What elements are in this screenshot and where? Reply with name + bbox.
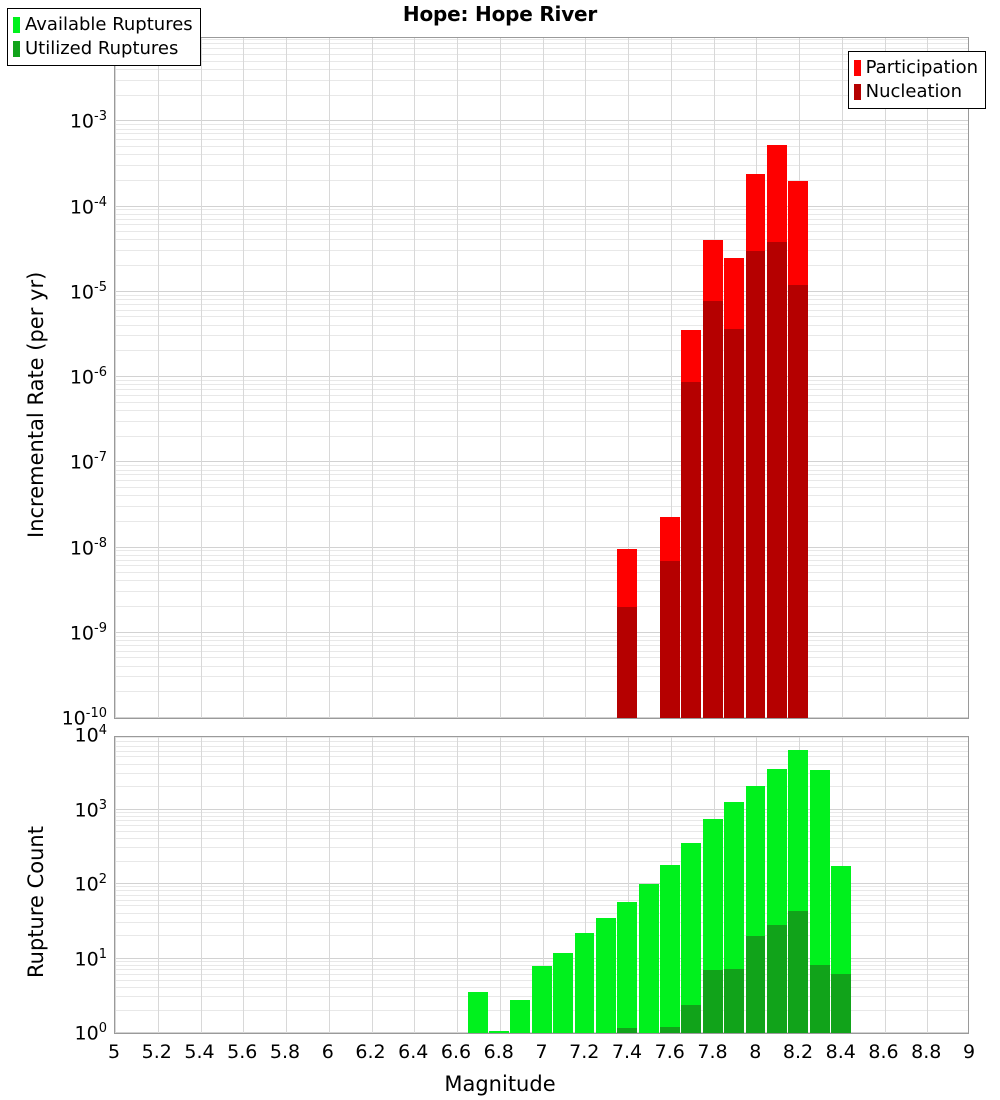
bar-available-ruptures	[531, 965, 552, 1033]
x-tick-6-6: 6.6	[440, 1041, 472, 1063]
bar-available-ruptures	[681, 843, 702, 1033]
bar-utilized-ruptures	[809, 964, 830, 1033]
top-y-tick-2: 10-4	[69, 194, 107, 218]
figure-title: Hope: Hope River	[402, 2, 598, 26]
top-y-tick-7: 10-9	[69, 620, 107, 645]
legend-label-available-ruptures: Available Ruptures	[25, 14, 193, 35]
bar-utilized-ruptures	[766, 925, 787, 1033]
bar-available-ruptures	[553, 952, 574, 1033]
x-tick-8-8: 8.8	[911, 1041, 942, 1063]
bar-nucleation	[766, 242, 787, 718]
bar-available-ruptures	[574, 933, 595, 1033]
legend-item-participation: Participation	[853, 56, 978, 80]
bar-nucleation	[724, 328, 745, 718]
x-tick-8-6: 8.6	[868, 1041, 899, 1063]
top-y-tick-8: 10-10	[61, 706, 107, 730]
bar-available-ruptures	[660, 864, 680, 1033]
bar-nucleation	[745, 251, 766, 718]
top-legend: Participation Nucleation	[847, 51, 986, 109]
x-tick-5-6: 5.6	[227, 1041, 258, 1063]
bar-utilized-ruptures	[831, 973, 851, 1033]
bar-nucleation	[681, 381, 702, 718]
top-bar-series	[115, 38, 968, 718]
x-tick-9: 9	[962, 1041, 976, 1063]
bar-utilized-ruptures	[702, 969, 723, 1033]
bar-utilized-ruptures	[745, 936, 766, 1033]
legend-label-nucleation: Nucleation	[865, 80, 962, 102]
x-tick-6-2: 6.2	[355, 1041, 386, 1063]
x-tick-5-2: 5.2	[141, 1041, 172, 1063]
bar-available-ruptures	[595, 917, 616, 1033]
bottom-y-tick-3: 101	[74, 946, 107, 970]
utilized-ruptures-color-swatch	[13, 40, 20, 57]
bottom-legend: Available Ruptures Utilized Ruptures	[7, 8, 201, 66]
bar-nucleation	[660, 561, 680, 718]
bottom-y-tick-1: 103	[74, 797, 107, 821]
x-tick-8-4: 8.4	[825, 1041, 856, 1063]
top-y-tick-1: 10-3	[69, 109, 107, 133]
participation-color-swatch	[853, 59, 861, 76]
bar-utilized-ruptures	[788, 910, 809, 1033]
top-y-axis-title: Incremental Rate (per yr)	[24, 271, 48, 538]
bar-nucleation	[702, 300, 723, 718]
nucleation-color-swatch	[853, 83, 861, 100]
bar-utilized-ruptures	[660, 1027, 680, 1033]
x-tick-5-8: 5.8	[269, 1041, 301, 1063]
bar-utilized-ruptures	[724, 968, 745, 1033]
x-tick-7-2: 7.2	[569, 1041, 600, 1063]
bottom-y-tick-0: 104	[74, 723, 107, 747]
bar-nucleation	[617, 607, 638, 718]
rupture-count-plot-area	[114, 736, 969, 1034]
x-tick-7: 7	[535, 1041, 548, 1063]
bottom-y-tick-2: 102	[74, 872, 107, 896]
available-ruptures-color-swatch	[13, 16, 20, 33]
bar-nucleation	[788, 285, 809, 718]
x-axis-title: Magnitude	[444, 1072, 556, 1096]
top-y-tick-3: 10-5	[69, 279, 107, 304]
top-y-tick-4: 10-6	[69, 365, 107, 389]
bar-available-ruptures	[617, 902, 638, 1033]
bar-available-ruptures	[489, 1031, 509, 1033]
bar-utilized-ruptures	[617, 1028, 638, 1033]
bottom-bar-series	[115, 737, 968, 1033]
legend-item-nucleation: Nucleation	[853, 80, 978, 104]
bottom-y-tick-4: 100	[74, 1021, 107, 1045]
x-tick-7-4: 7.4	[611, 1041, 643, 1063]
legend-item-utilized-ruptures: Utilized Ruptures	[13, 37, 193, 61]
legend-label-participation: Participation	[865, 57, 978, 78]
x-tick-5-4: 5.4	[184, 1041, 215, 1063]
bottom-y-axis-title: Rupture Count	[24, 826, 48, 978]
top-y-tick-6: 10-8	[69, 535, 107, 559]
x-tick-5: 5	[107, 1041, 121, 1063]
bar-available-ruptures	[510, 999, 531, 1033]
bar-available-ruptures	[467, 991, 488, 1033]
bar-available-ruptures	[638, 884, 659, 1033]
x-tick-6-8: 6.8	[483, 1041, 514, 1063]
x-tick-7-8: 7.8	[697, 1041, 728, 1063]
incremental-rate-plot-area	[114, 37, 969, 719]
legend-label-utilized-ruptures: Utilized Ruptures	[25, 37, 179, 59]
top-y-tick-5: 10-7	[69, 450, 107, 474]
legend-item-available-ruptures: Available Ruptures	[13, 13, 193, 37]
x-tick-6-4: 6.4	[398, 1041, 429, 1063]
x-tick-7-6: 7.6	[654, 1041, 685, 1063]
top-gridlines	[115, 38, 968, 718]
x-tick-6: 6	[321, 1041, 334, 1063]
x-tick-8-2: 8.2	[782, 1041, 814, 1063]
bar-utilized-ruptures	[681, 1004, 702, 1033]
x-tick-8: 8	[749, 1041, 762, 1063]
